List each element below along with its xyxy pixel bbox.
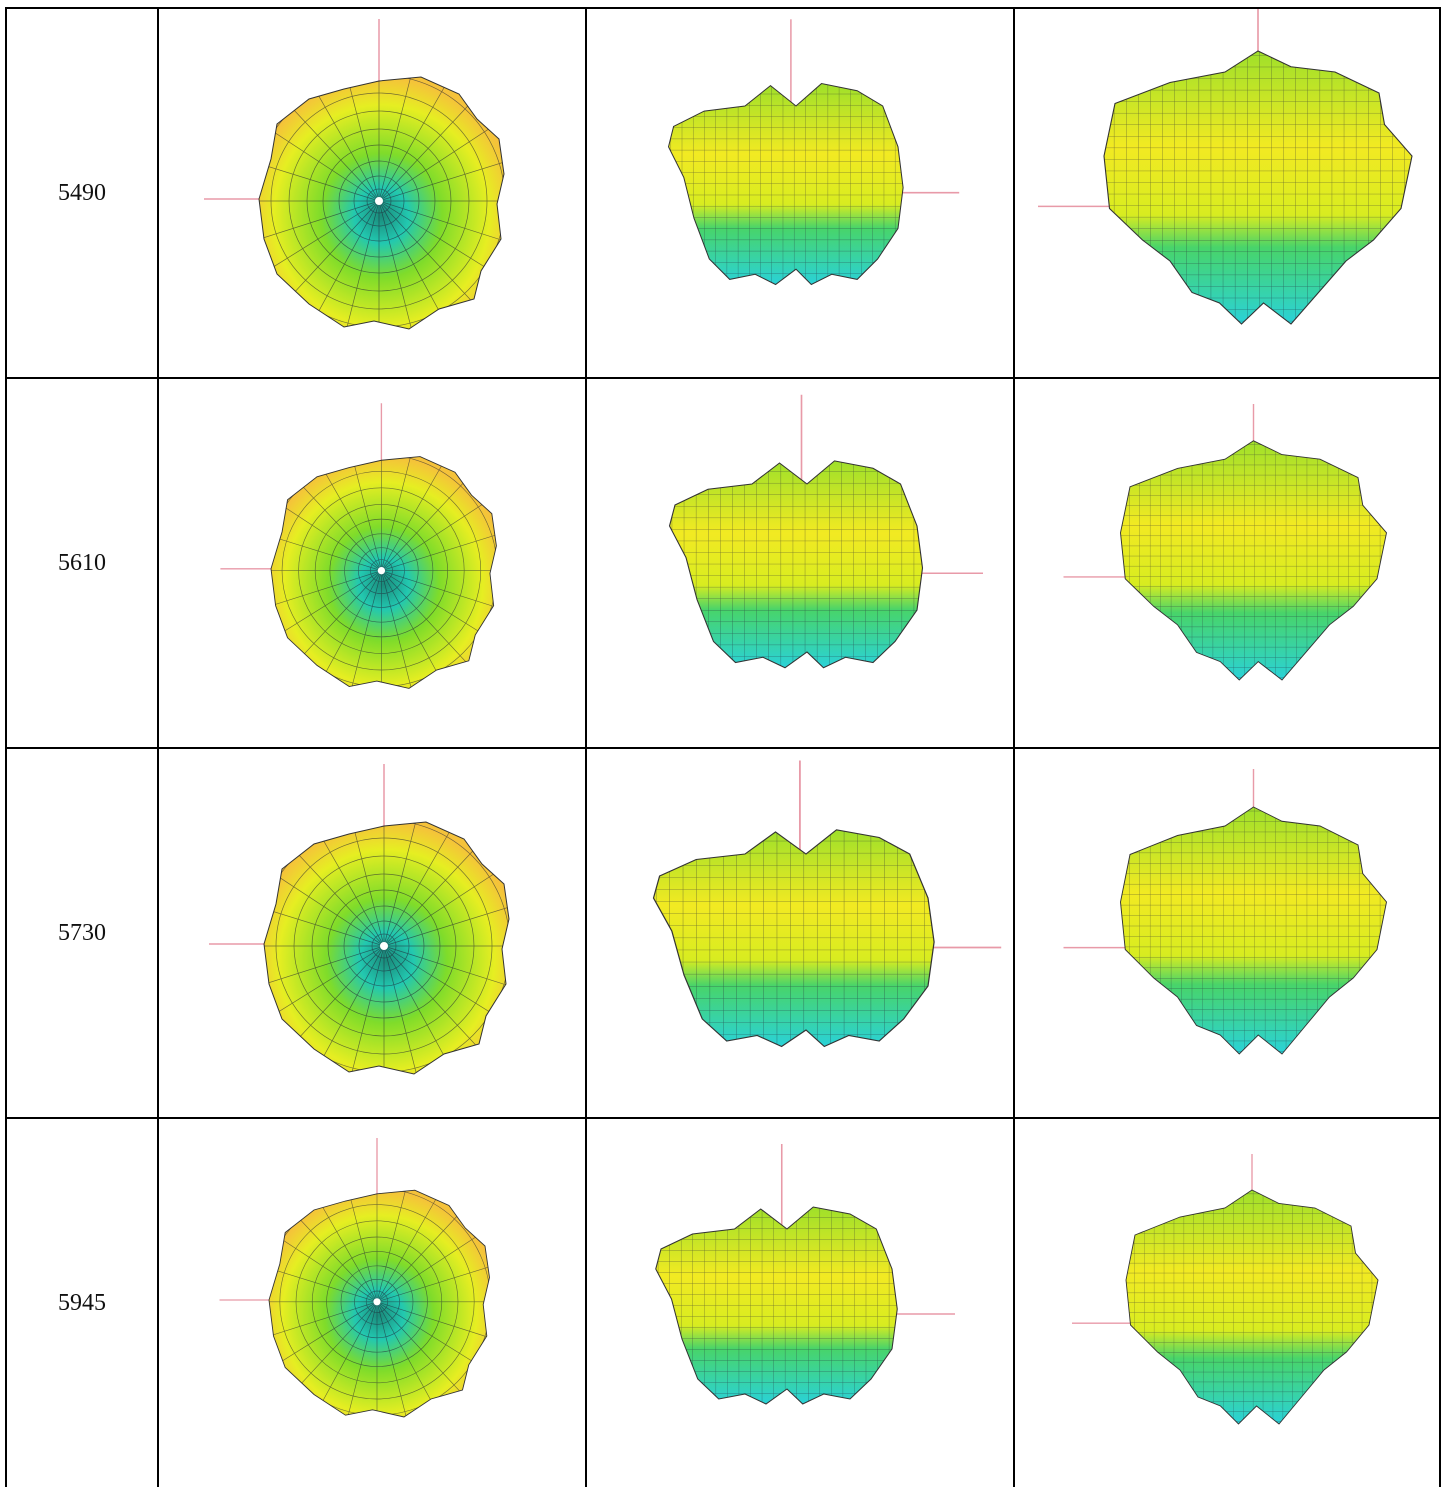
row-label: 5945	[5, 1117, 157, 1487]
pattern-image	[157, 747, 585, 1117]
table: 5490 5610 5730 5945	[5, 7, 1441, 1487]
top-view	[159, 9, 585, 377]
side-view	[1015, 9, 1441, 377]
pattern-image	[585, 377, 1013, 747]
pattern-image	[585, 747, 1013, 1117]
pattern-image	[157, 1117, 585, 1487]
side-view	[1015, 379, 1441, 747]
pattern-image	[1013, 1117, 1441, 1487]
side-view	[1015, 749, 1441, 1117]
top-view	[159, 379, 585, 747]
pattern-image	[585, 1117, 1013, 1487]
row-label: 5730	[5, 747, 157, 1117]
pattern-image	[585, 7, 1013, 377]
pattern-image	[157, 7, 585, 377]
front-view	[587, 9, 1013, 377]
pattern-image	[1013, 377, 1441, 747]
pattern-image	[157, 377, 585, 747]
row-label: 5490	[5, 7, 157, 377]
top-view	[159, 749, 585, 1117]
side-view	[1015, 1119, 1441, 1487]
row-label: 5610	[5, 377, 157, 747]
front-view	[587, 379, 1013, 747]
front-view	[587, 749, 1013, 1117]
front-view	[587, 1119, 1013, 1487]
pattern-image	[1013, 747, 1441, 1117]
pattern-image	[1013, 7, 1441, 377]
top-view	[159, 1119, 585, 1487]
